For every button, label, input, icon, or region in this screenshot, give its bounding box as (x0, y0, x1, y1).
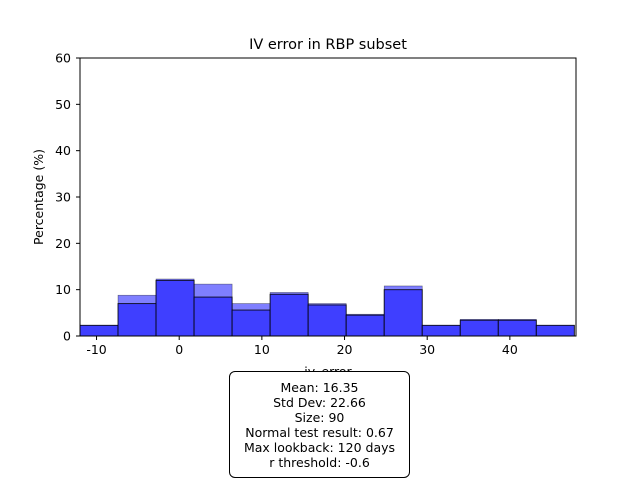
stat-r-threshold: r threshold: -0.6 (269, 454, 370, 470)
stat-std-dev: Std Dev: 22.66 (273, 394, 366, 410)
histogram-bar-foreground-9 (421, 324, 461, 337)
y-tick-label-4: 40 (55, 143, 71, 158)
y-tick-label-5: 50 (55, 97, 71, 112)
histogram-bar-foreground-3 (193, 296, 233, 337)
histogram-bar-foreground-2 (155, 279, 195, 337)
y-axis-label: Percentage (%) (31, 149, 46, 245)
plot-area-frame (79, 57, 577, 337)
stat-size: Size: 90 (294, 409, 345, 425)
x-tick-label-4: 30 (419, 342, 435, 357)
histogram-bar-foreground-4 (231, 309, 271, 337)
x-tick-label-1: 0 (175, 342, 183, 357)
chart-title: IV error in RBP subset (249, 37, 407, 53)
histogram-bar-foreground-0 (79, 324, 119, 337)
histogram-bar-foreground-5 (269, 293, 309, 337)
x-tick-label-0: -10 (86, 342, 106, 357)
histogram-bar-foreground-6 (307, 304, 347, 337)
stat-max-lookback: Max lookback: 120 days (243, 439, 396, 455)
y-tick-label-0: 0 (63, 329, 71, 344)
y-tick-label-1: 10 (55, 282, 71, 297)
y-tick-label-6: 60 (55, 51, 71, 66)
x-tick-label-5: 40 (502, 342, 518, 357)
histogram-bar-foreground-11 (497, 319, 537, 337)
histogram-bar-foreground-12 (535, 324, 575, 337)
stat-normal-test: Normal test result: 0.67 (245, 424, 394, 440)
stat-mean: Mean: 16.35 (280, 379, 359, 395)
x-tick-label-3: 20 (337, 342, 353, 357)
histogram-bar-foreground-10 (459, 319, 499, 337)
histogram-bar-foreground-1 (117, 303, 157, 337)
x-tick-label-2: 10 (254, 342, 270, 357)
stats-box: Mean: 16.35 Std Dev: 22.66 Size: 90 Norm… (229, 371, 410, 478)
y-tick-label-3: 30 (55, 190, 71, 205)
histogram-bar-foreground-8 (383, 289, 423, 337)
y-tick-label-2: 20 (55, 236, 71, 251)
histogram-bar-foreground-7 (345, 314, 385, 337)
